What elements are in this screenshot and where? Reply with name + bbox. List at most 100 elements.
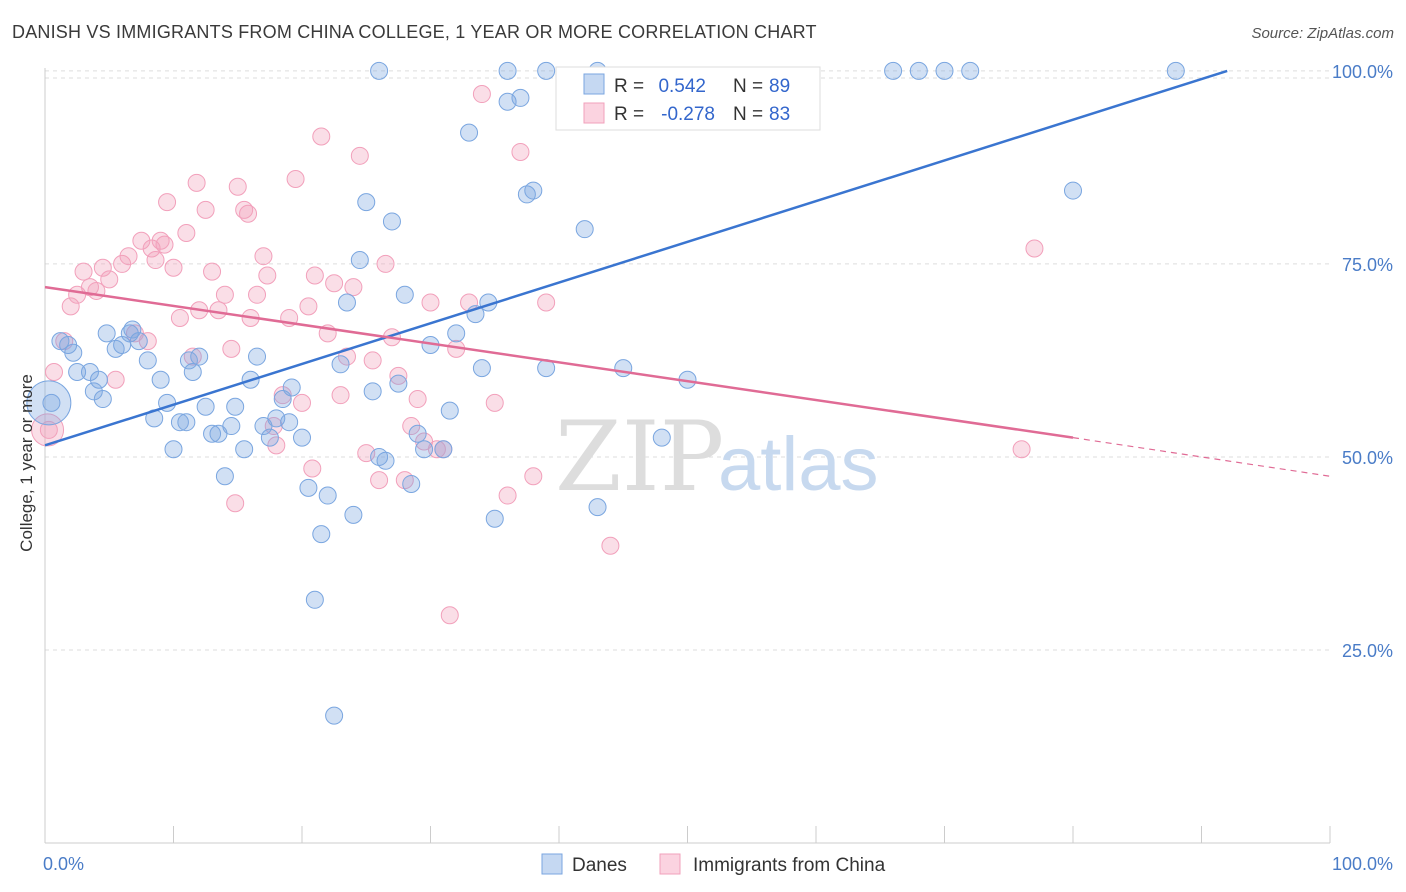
china-point [524, 467, 543, 486]
danes-point [350, 251, 369, 270]
china-point [155, 235, 174, 254]
legend-r-value-danes: 0.542 [658, 76, 706, 97]
danes-point [402, 474, 421, 493]
china-point [254, 247, 273, 266]
china-point [228, 177, 247, 196]
legend-r-label-danes: R = [614, 76, 644, 97]
danes-point [498, 61, 517, 80]
danes-point [370, 61, 389, 80]
danes-point [318, 486, 337, 505]
danes-point [282, 378, 301, 397]
china-point [421, 293, 440, 312]
danes-point [42, 393, 61, 412]
bottom-legend-swatch-china [659, 853, 681, 875]
bottom-legend-china: Immigrants from China [693, 855, 886, 876]
china-point [389, 366, 408, 385]
series-legend: Danes Immigrants from China [541, 853, 886, 876]
y-tick-label: 50.0% [1342, 448, 1393, 468]
china-point [601, 536, 620, 555]
china-point [344, 278, 363, 297]
china-point [61, 297, 80, 316]
china-point [222, 339, 241, 358]
danes-point [129, 332, 148, 351]
china-point [331, 386, 350, 405]
china-point [1012, 440, 1031, 459]
china-point [427, 440, 446, 459]
danes-trend-line [44, 69, 1228, 447]
china-point [312, 127, 331, 146]
y-tick-labels: 25.0% 50.0% 75.0% 100.0% [1332, 62, 1393, 661]
china-point [196, 200, 215, 219]
china-point [132, 231, 151, 250]
danes-point [460, 123, 479, 142]
china-point [170, 308, 189, 327]
china-point [106, 370, 125, 389]
legend-n-value-danes: 89 [769, 76, 790, 97]
china-point [100, 270, 119, 289]
danes-point [93, 390, 112, 409]
danes-point [183, 363, 202, 382]
danes-point [614, 359, 633, 378]
china-point [472, 85, 491, 104]
china-point [305, 266, 324, 285]
china-point [164, 258, 183, 277]
danes-point [123, 320, 142, 339]
china-point [31, 413, 65, 447]
china-point [226, 494, 245, 513]
china-point [485, 393, 504, 412]
china-point [113, 254, 132, 273]
danes-point [376, 451, 395, 470]
china-point [215, 285, 234, 304]
legend-r-value-china: -0.278 [661, 104, 715, 125]
danes-point [485, 509, 504, 528]
china-point [119, 247, 138, 266]
danes-point [331, 355, 350, 374]
danes-point [652, 428, 671, 447]
danes-point [164, 440, 183, 459]
stats-legend: R = 0.542 N = 89 R = -0.278 N = 83 [555, 66, 821, 131]
legend-n-value-china: 83 [769, 104, 790, 125]
x-tick-label-start: 0.0% [43, 854, 84, 874]
china-trend-line [44, 285, 1074, 439]
danes-point [235, 440, 254, 459]
y-tick-label: 75.0% [1342, 255, 1393, 275]
danes-point [196, 397, 215, 416]
danes-point [1166, 61, 1185, 80]
danes-point [299, 478, 318, 497]
danes-point [472, 359, 491, 378]
danes-point [575, 220, 594, 239]
danes-point [961, 61, 980, 80]
china-point [248, 285, 267, 304]
china-point [293, 393, 311, 412]
danes-point [363, 382, 382, 401]
danes-point [305, 590, 324, 609]
danes-point [395, 285, 414, 304]
china-point [350, 146, 369, 165]
china-point [370, 471, 389, 490]
danes-point [64, 343, 83, 362]
china-point [303, 459, 322, 478]
x-tick-labels: 0.0% 100.0% [43, 854, 1393, 874]
china-point [376, 254, 395, 273]
danes-point [588, 498, 607, 517]
watermark: ZIP atlas [555, 401, 879, 513]
china-point [187, 173, 206, 192]
danes-point [280, 413, 299, 432]
danes-point [434, 440, 453, 459]
danes-point [248, 347, 267, 366]
danes-point [260, 428, 279, 447]
danes-point [337, 293, 356, 312]
chart-source: Source: ZipAtlas.com [1251, 25, 1394, 42]
danes-point [408, 424, 427, 443]
danes-point [909, 61, 928, 80]
danes-point [89, 370, 108, 389]
china-point [203, 262, 222, 281]
china-point [363, 351, 382, 370]
danes-point [151, 370, 170, 389]
danes-point [1064, 181, 1082, 200]
china-point [511, 142, 530, 161]
china-point [258, 266, 277, 285]
danes-point [312, 525, 331, 544]
danes-point [537, 61, 556, 80]
danes-point [511, 88, 530, 107]
